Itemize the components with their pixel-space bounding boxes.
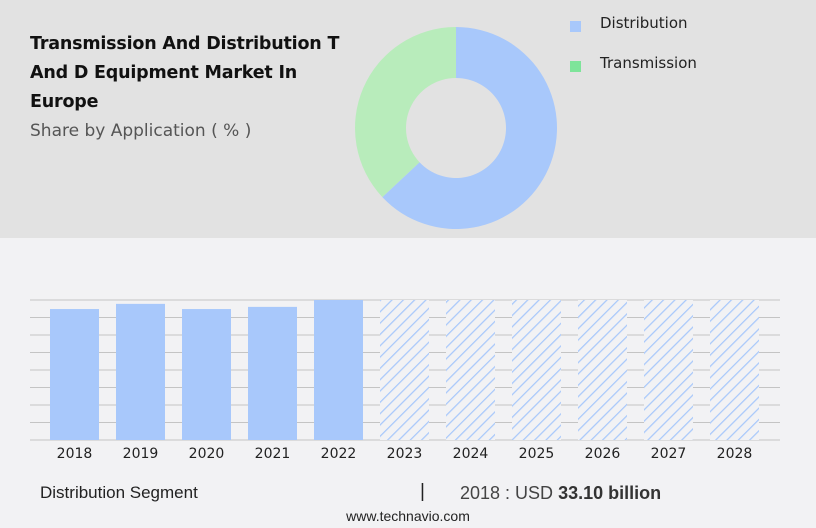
x-tick-label: 2026	[584, 446, 621, 462]
bar-chart	[30, 299, 780, 441]
x-tick-label: 2025	[518, 446, 555, 462]
x-tick-label: 2024	[452, 446, 489, 462]
footer-separator: |	[420, 481, 425, 502]
bar-2025	[512, 300, 561, 440]
donut-slice-distribution	[382, 27, 557, 229]
bar-2028	[710, 300, 759, 440]
legend-swatch-transmission	[570, 61, 581, 72]
x-tick-label: 2027	[650, 446, 687, 462]
legend-swatch-distribution	[570, 21, 581, 32]
x-tick-label: 2021	[254, 446, 291, 462]
x-tick-label: 2023	[386, 446, 423, 462]
x-tick-label: 2028	[716, 446, 753, 462]
x-tick-label: 2019	[122, 446, 159, 462]
bar-2018	[50, 309, 99, 440]
bar-2023	[380, 300, 429, 440]
x-tick-label: 2020	[188, 446, 225, 462]
bar-2027	[644, 300, 693, 440]
bar-2019	[116, 303, 165, 440]
header-panel: Transmission And Distribution T And D Eq…	[0, 0, 816, 238]
bar-2026	[578, 300, 627, 440]
value-amount: 33.10 billion	[558, 483, 662, 503]
bar-2024	[446, 300, 495, 440]
chart-subtitle: Share by Application ( % )	[30, 121, 252, 141]
bar-2021	[248, 306, 297, 440]
x-tick-label: 2022	[320, 446, 357, 462]
x-tick-label: 2018	[56, 446, 93, 462]
source-url[interactable]: www.technavio.com	[346, 508, 470, 524]
segment-value: 2018 : USD 33.10 billion	[460, 483, 661, 504]
donut-chart	[355, 27, 557, 229]
chart-title: Transmission And Distribution T And D Eq…	[30, 34, 340, 112]
year-label: 2018 : USD	[460, 483, 554, 503]
legend-label: Transmission	[600, 54, 697, 72]
segment-label: Distribution Segment	[40, 483, 198, 502]
legend-label: Distribution	[600, 14, 688, 32]
bar-2020	[182, 309, 231, 440]
bar-2022	[314, 300, 363, 440]
donut-slice-transmission	[355, 27, 456, 198]
